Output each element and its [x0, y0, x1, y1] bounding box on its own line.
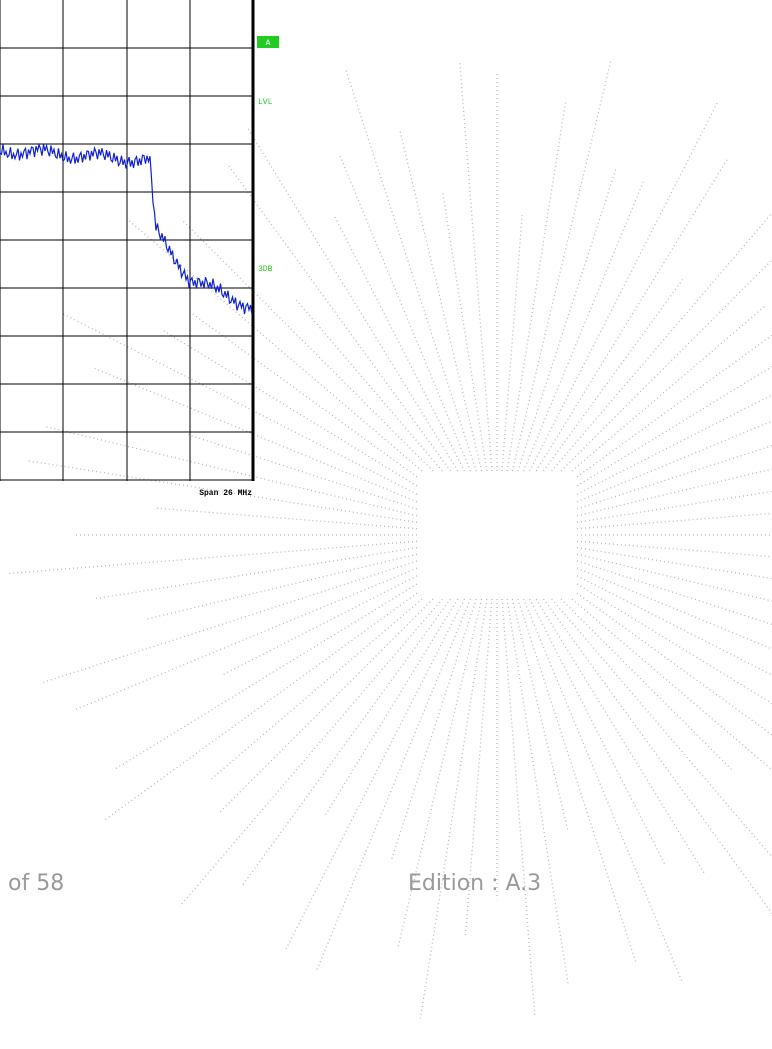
- burst-ray: [180, 599, 443, 906]
- burst-ray: [294, 298, 442, 471]
- burst-ray: [577, 541, 772, 570]
- burst-ray: [399, 129, 481, 471]
- burst-ray: [128, 220, 422, 471]
- burst-ray: [577, 561, 772, 659]
- burst-ray: [502, 599, 535, 1015]
- burst-ray: [577, 554, 772, 621]
- burst-ray: [561, 599, 732, 770]
- burst-ray: [524, 182, 644, 471]
- burst-ray: [346, 69, 477, 471]
- burst-ray: [577, 400, 772, 502]
- burst-ray: [512, 599, 568, 831]
- burst-ray: [247, 127, 458, 471]
- burst-ray: [507, 102, 565, 471]
- burst-ray: [577, 568, 772, 722]
- burst-ray: [420, 599, 486, 1019]
- burst-ray: [577, 427, 772, 515]
- burst-ray: [460, 61, 492, 471]
- burst-ray: [577, 548, 772, 611]
- burst-ray: [62, 313, 417, 494]
- burst-ray: [243, 599, 451, 885]
- burst-ray: [543, 599, 772, 931]
- burst-ray: [44, 426, 417, 515]
- burst-ray: [190, 312, 417, 477]
- burst-ray: [577, 500, 772, 528]
- burst-ray: [572, 306, 765, 471]
- burst-ray: [212, 599, 422, 779]
- burst-ray: [9, 541, 417, 573]
- burst-ray: [536, 158, 728, 471]
- page: A LVL 3DB Span 26 MHz of 58 Edition : A.…: [0, 0, 772, 1049]
- burst-ray: [335, 217, 464, 471]
- analyzer-grid: [0, 0, 253, 481]
- burst-ray: [316, 599, 470, 972]
- burst-ray: [577, 584, 772, 711]
- burst-ray: [227, 164, 450, 471]
- burst-ray: [285, 599, 465, 951]
- burst-ray: [392, 599, 476, 859]
- burst-ray: [164, 331, 417, 486]
- burst-ray: [577, 576, 772, 729]
- burst-ray: [518, 599, 636, 962]
- burst-ray: [552, 185, 772, 471]
- burst-ray: [530, 102, 718, 471]
- burst-ray: [512, 61, 610, 471]
- burst-ray: [518, 167, 617, 471]
- burst-ray: [443, 191, 487, 471]
- burst-ray: [561, 197, 772, 471]
- spectrum-trace: [0, 144, 252, 315]
- burst-ray: [95, 368, 417, 502]
- burst-ray: [223, 576, 417, 675]
- burst-ray: [572, 599, 772, 840]
- burst-ray: [577, 347, 772, 495]
- burst-ray: [183, 221, 433, 471]
- burst-ray: [552, 599, 772, 862]
- burst-ray: [577, 485, 772, 522]
- burst-ray: [154, 508, 417, 529]
- burst-ray: [105, 593, 417, 820]
- burst-ray: [40, 561, 417, 683]
- burst-ray: [502, 215, 522, 471]
- page-count: of 58: [8, 871, 64, 896]
- burst-ray: [543, 280, 682, 471]
- burst-ray: [530, 599, 666, 866]
- span-label: Span 26 MHz: [199, 489, 252, 498]
- marker-label: A: [266, 39, 271, 48]
- burst-ray: [340, 156, 471, 471]
- burst-ray: [146, 554, 417, 619]
- decorative-starburst: [9, 61, 772, 1019]
- level-label: LVL: [258, 98, 273, 107]
- edition: Edition : A.3: [408, 871, 541, 896]
- burst-ray: [95, 548, 417, 599]
- burst-ray: [524, 599, 683, 982]
- burst-ray: [577, 593, 772, 812]
- burst-ray: [116, 584, 417, 768]
- db-label: 3DB: [258, 265, 273, 274]
- burst-ray: [577, 292, 772, 477]
- burst-ray: [218, 599, 433, 814]
